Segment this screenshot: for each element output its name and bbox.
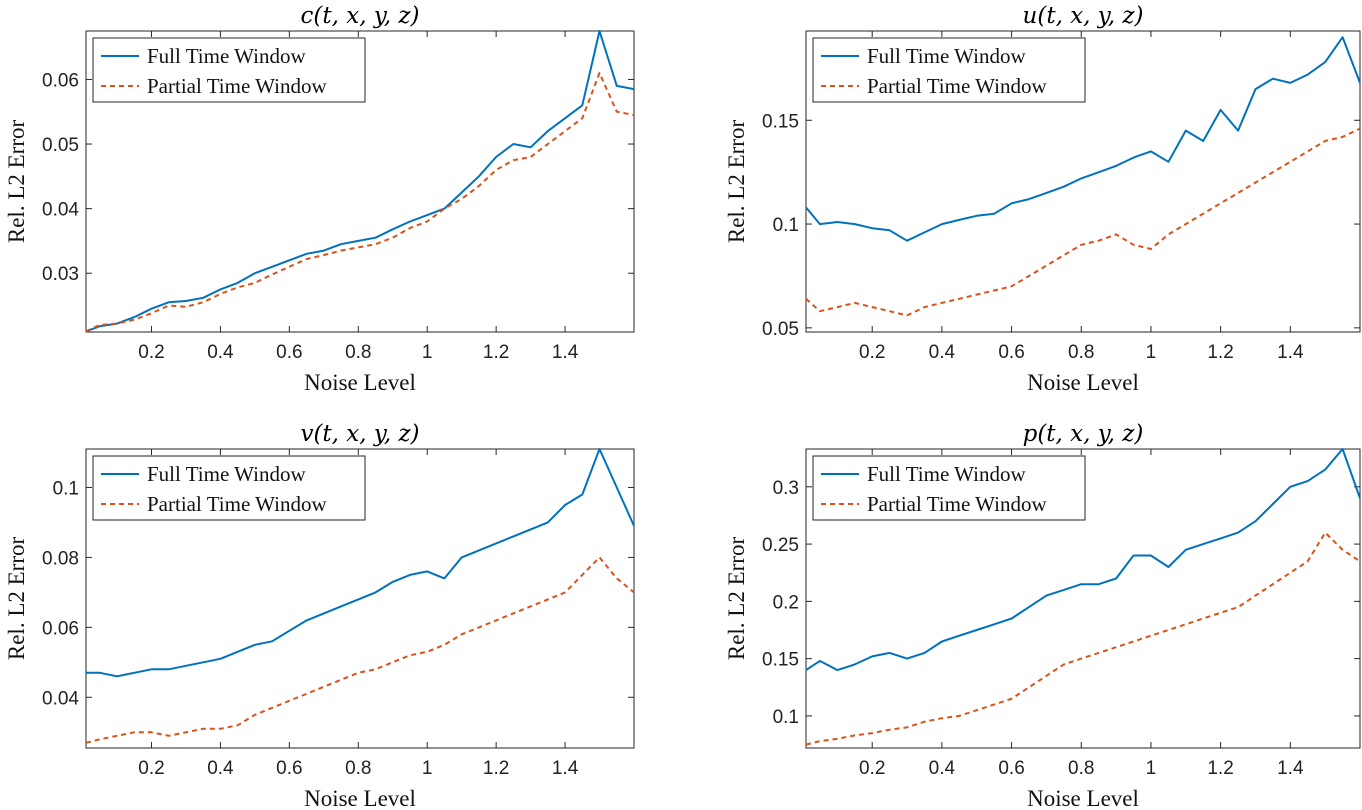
x-tick-label: 0.2 [859, 342, 885, 363]
series-line [86, 448, 635, 678]
y-tick-label: 0.25 [762, 535, 799, 556]
x-tick-label: 0.8 [1068, 758, 1094, 779]
legend-label: Full Time Window [147, 462, 306, 486]
x-tick-label: 1.2 [483, 342, 509, 363]
legend-label: Full Time Window [867, 462, 1026, 486]
x-tick-label: 1.2 [483, 758, 509, 779]
series-partial [805, 127, 1361, 317]
subplot-3: v(t, x, y, z) 0.2 0.4 0.6 0.8 1 1.2 1.4 0.04 0.06… [4, 421, 635, 810]
legend-box [92, 455, 366, 521]
subplot-4: p(t, x, y, z) 0.2 0.4 0.6 0.8 1 1.2 1.4 0.1 0.15 0… [724, 421, 1361, 810]
x-tick-label: 0.4 [207, 342, 234, 363]
legend-box [812, 37, 1086, 103]
series-line [805, 36, 1361, 242]
x-axis-label: Noise Level [1027, 786, 1139, 810]
legend: Full Time Window Partial Time Window [92, 37, 366, 103]
legend: Full Time Window Partial Time Window [812, 455, 1086, 521]
legend-label: Partial Time Window [147, 74, 327, 98]
legend-label: Partial Time Window [867, 74, 1047, 98]
y-tick-label: 0.05 [42, 135, 79, 156]
series-partial [805, 531, 1361, 746]
x-tick-label: 1 [1146, 342, 1157, 363]
y-tick-label: 0.15 [762, 111, 799, 132]
y-tick-label: 0.05 [762, 319, 799, 340]
x-tick-label: 1 [422, 758, 433, 779]
legend: Full Time Window Partial Time Window [812, 37, 1086, 103]
legend-label: Partial Time Window [147, 492, 327, 516]
y-axis-label: Rel. L2 Error [724, 537, 749, 661]
legend-box [92, 37, 366, 103]
x-tick-label: 0.2 [859, 758, 885, 779]
series-full [805, 448, 1361, 672]
x-tick-label: 1.4 [552, 758, 579, 779]
series-full [805, 36, 1361, 242]
plot-title: v(t, x, y, z) [300, 421, 419, 447]
x-tick-label: 0.8 [1068, 342, 1094, 363]
x-tick-label: 1.2 [1207, 758, 1233, 779]
y-tick-label: 0.04 [42, 200, 79, 221]
plot-title: u(t, x, y, z) [1023, 3, 1144, 29]
legend: Full Time Window Partial Time Window [92, 455, 366, 521]
x-tick-label: 1.4 [1277, 758, 1304, 779]
series-full [85, 30, 635, 333]
x-tick-label: 0.6 [276, 342, 302, 363]
x-tick-label: 0.4 [207, 758, 234, 779]
series-partial [85, 72, 635, 333]
y-axis-label: Rel. L2 Error [4, 120, 29, 244]
y-tick-label: 0.1 [773, 215, 799, 236]
y-tick-label: 0.06 [42, 70, 79, 91]
y-tick-label: 0.08 [42, 548, 79, 569]
y-tick-label: 0.04 [42, 688, 79, 709]
legend-label: Full Time Window [147, 44, 306, 68]
x-tick-label: 0.8 [345, 758, 371, 779]
y-tick-label: 0.06 [42, 618, 79, 639]
series-line [85, 556, 635, 744]
series-line [805, 127, 1361, 317]
x-tick-label: 0.6 [998, 342, 1024, 363]
x-tick-label: 1 [422, 342, 433, 363]
y-tick-label: 0.1 [53, 478, 79, 499]
series-full [86, 448, 635, 678]
series-line [805, 448, 1361, 672]
plot-title: p(t, x, y, z) [1023, 421, 1144, 447]
legend-label: Partial Time Window [867, 492, 1047, 516]
legend-label: Full Time Window [867, 44, 1026, 68]
x-tick-label: 1 [1146, 758, 1157, 779]
series-line [85, 72, 635, 333]
x-tick-label: 1.4 [1277, 342, 1304, 363]
y-tick-label: 0.15 [762, 650, 799, 671]
series-line [85, 30, 635, 333]
x-tick-label: 0.2 [138, 758, 164, 779]
subplot-2: u(t, x, y, z) 0.2 0.4 0.6 0.8 1 1.2 1.4 0.05 0.1 0… [724, 3, 1361, 395]
x-axis-label: Noise Level [304, 786, 416, 810]
series-partial [85, 556, 635, 744]
legend-box [812, 455, 1086, 521]
x-tick-label: 0.4 [929, 758, 956, 779]
x-tick-label: 1.4 [552, 342, 579, 363]
subplot-1: c(t, x, y, z) 0.2 0.4 0.6 0.8 1 1.2 1.4 0.03 0.04… [4, 3, 635, 395]
y-tick-label: 0.03 [42, 264, 79, 285]
y-axis-label: Rel. L2 Error [4, 537, 29, 661]
series-line [805, 531, 1361, 746]
y-tick-label: 0.3 [773, 478, 799, 499]
x-axis-label: Noise Level [1027, 370, 1139, 395]
x-tick-label: 0.6 [998, 758, 1024, 779]
x-tick-label: 0.8 [345, 342, 371, 363]
y-axis-label: Rel. L2 Error [724, 120, 749, 244]
x-tick-label: 0.6 [276, 758, 302, 779]
y-tick-label: 0.1 [773, 707, 799, 728]
x-axis-label: Noise Level [304, 370, 416, 395]
x-tick-label: 1.2 [1207, 342, 1233, 363]
y-tick-label: 0.2 [773, 592, 799, 613]
plot-title: c(t, x, y, z) [301, 3, 420, 29]
x-tick-label: 0.4 [929, 342, 956, 363]
x-tick-label: 0.2 [138, 342, 164, 363]
